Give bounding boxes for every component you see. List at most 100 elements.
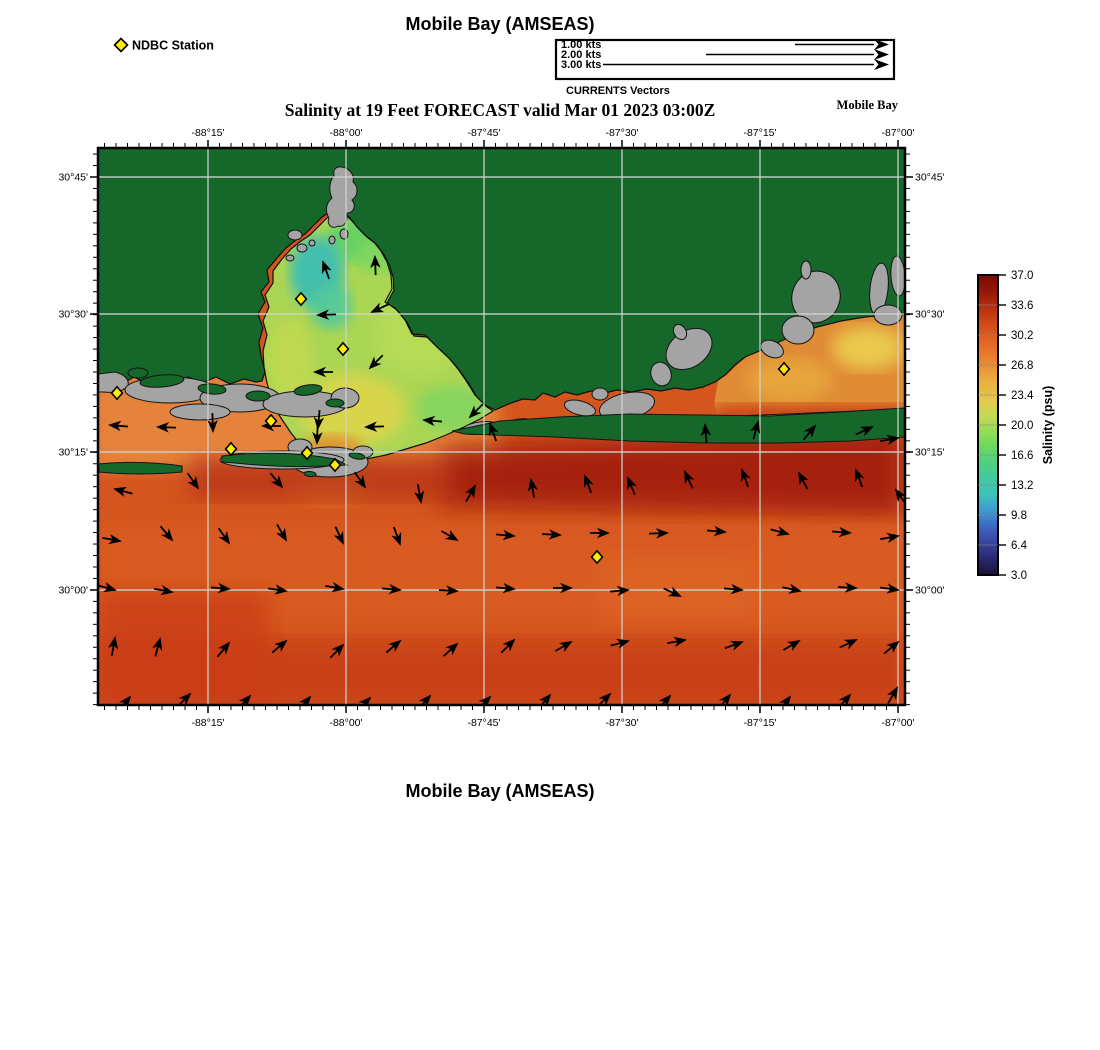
colorbar-tick-label: 20.0 [1011,420,1033,432]
current-vector-arrow [495,529,516,541]
current-vector-arrow [159,525,174,542]
current-vector-arrow [802,424,817,441]
current-vector-arrow [495,582,516,594]
current-vector-arrow [237,694,252,705]
subtitle: Salinity at 19 Feet FORECAST valid Mar 0… [285,100,716,120]
current-vector-arrow [750,420,761,440]
current-vector-arrow [316,309,337,320]
colorbar-tick-label: 33.6 [1011,300,1033,312]
west-barrier-island [98,461,183,475]
current-vector-arrow [176,692,192,705]
current-vector-arrow [663,586,682,597]
current-vector-arrow [837,582,858,593]
lon-tick-label: -87°00' [881,127,914,139]
current-vector-arrow [648,528,669,539]
lat-tick-label: 30°00' [58,585,88,597]
ndbc-stations [110,291,791,565]
current-vector-arrow [855,426,874,437]
axis-labels: -88°15' -88°15' -88°00' -88°00' -87°45' -87°4… [58,127,944,729]
lat-tick-label: 30°30' [915,309,945,321]
lat-tick-label: 30°45' [58,172,88,184]
current-vector-arrow [102,533,122,545]
current-vector-arrow [113,486,133,497]
currents-speed-arrowhead [874,59,889,70]
colorbar-tick-label: 37.0 [1011,270,1033,282]
lon-tick-label: -88°15' [191,127,224,139]
current-vector-arrow [610,638,630,649]
colorbar-tick-label: 3.0 [1011,570,1027,582]
current-vector-arrow [217,527,231,545]
ndbc-station-marker [336,341,350,357]
current-vector-arrow [553,582,573,594]
lat-tick-label: 30°00' [915,585,945,597]
region-label: Mobile Bay [837,98,899,112]
current-vector-arrow [527,478,539,498]
lat-tick-label: 30°30' [58,309,88,321]
current-vector-arrow [381,583,402,595]
ndbc-station-marker [328,457,342,473]
current-vector-arrow [782,583,802,594]
current-vector-arrow [210,582,231,594]
current-vector-arrow [353,471,367,489]
colorbar-ticks: 37.0 33.6 30.2 26.8 23.4 20.0 16.6 13.2 9.8 6.4 3.… [978,270,1034,582]
ndbc-station-marker [777,361,791,377]
current-vector-arrow [391,526,402,546]
colorbar-tick-label: 26.8 [1011,360,1033,372]
currents-speed-label: 2.00 kts [561,49,601,61]
current-vector-arrow [590,527,610,539]
current-vector-arrow [500,638,516,654]
current-vector-arrow [837,693,852,705]
current-vector-arrow [778,695,792,705]
current-vector-arrow [770,526,790,537]
ndbc-legend: NDBC Station [113,37,214,53]
currents-speed-label: 3.00 kts [561,59,601,71]
ndbc-station-marker [110,385,124,401]
current-vector-arrow [537,693,552,705]
current-vector-arrow [596,692,612,705]
current-vector-arrow [886,686,898,705]
page-title: Mobile Bay (AMSEAS) [405,14,594,34]
currents-speed-arrowhead [874,49,889,60]
lon-tick-label: -88°00' [329,717,362,729]
barrier-islands [98,367,905,478]
lat-tick-label: 30°45' [915,172,945,184]
current-vector-arrow [443,642,459,657]
current-vector-arrow [554,641,573,653]
currents-legend-title: CURRENTS Vectors [566,85,670,97]
current-vectors [98,255,905,705]
current-vector-arrow [152,637,163,657]
current-vector-arrow [583,474,594,494]
lon-tick-label: -87°45' [467,127,500,139]
dauphin-island [221,452,349,468]
current-vector-arrow [325,581,345,593]
current-vector-arrow [468,403,484,419]
current-vector-arrow [413,484,425,504]
current-vector-arrow [186,472,200,490]
ndbc-station-marker [294,291,308,307]
current-vector-arrow [488,422,499,442]
ndbc-station-marker [224,441,238,457]
current-vector-arrow [107,636,119,656]
current-vector-arrow [417,694,432,705]
colorbar-title: Salinity (psu) [1041,386,1055,464]
colorbar-tick-label: 30.2 [1011,330,1033,342]
current-vector-arrow [117,695,132,705]
lon-tick-label: -87°00' [881,717,914,729]
current-vector-arrow [313,409,325,430]
current-vector-arrow [333,526,344,545]
current-vector-arrow [313,366,333,378]
current-vector-arrow [880,434,900,446]
current-vector-arrow [706,525,727,537]
ndbc-station-icon [113,37,129,53]
current-vector-arrow [297,695,312,705]
current-vector-arrow [831,526,852,538]
current-vector-arrow [269,472,284,489]
current-vector-arrow [839,639,858,650]
ndbc-station-marker [590,549,604,565]
colorbar-tick-label: 13.2 [1011,480,1033,492]
colorbar-tick-label: 16.6 [1011,450,1033,462]
axis-ticks [90,140,913,713]
